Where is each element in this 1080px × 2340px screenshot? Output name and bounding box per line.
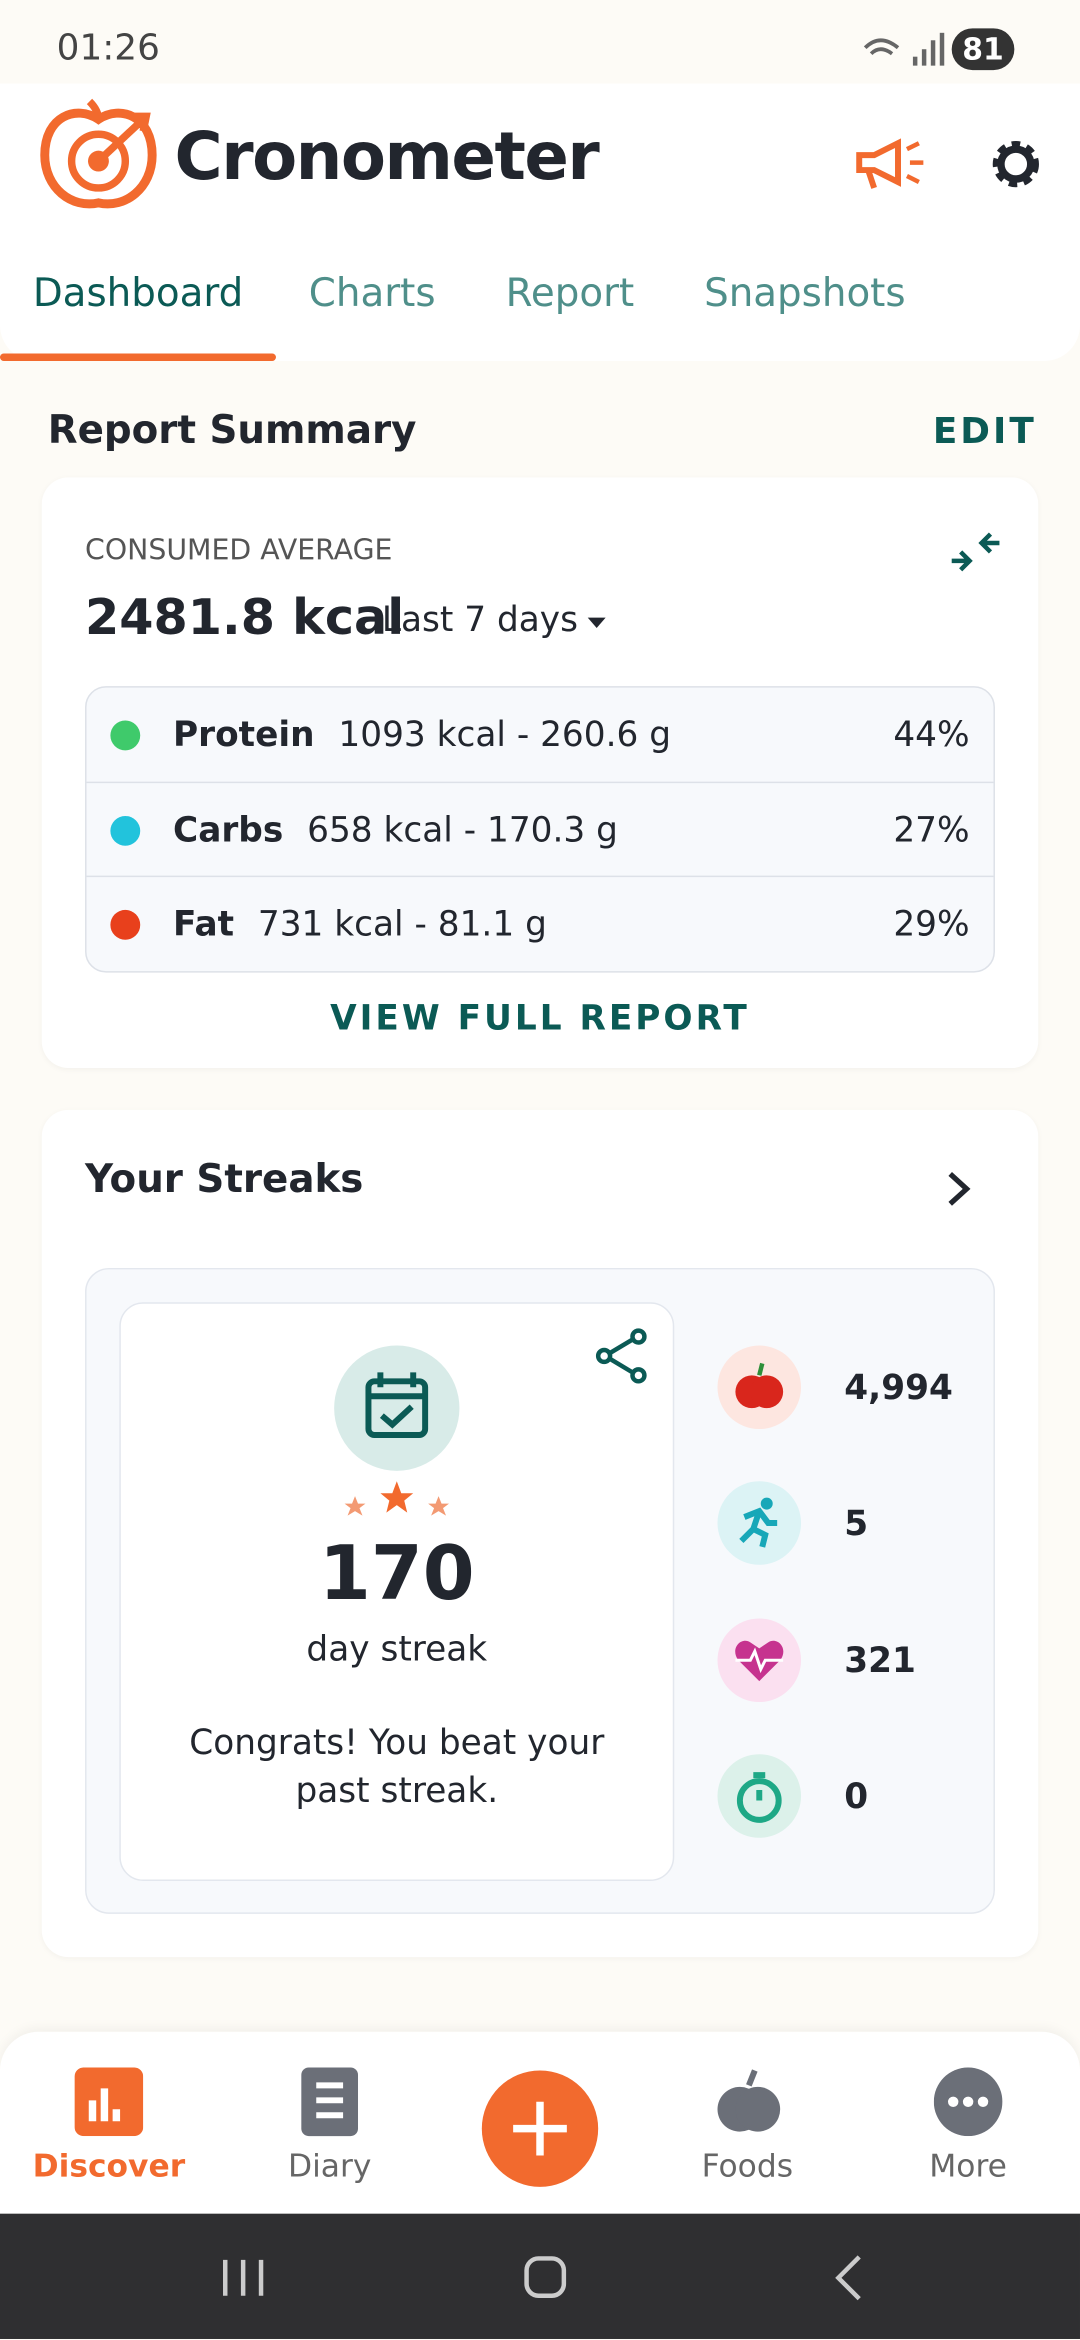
edit-button[interactable]: EDIT (932, 410, 1037, 452)
period-selector[interactable]: Last 7 days (381, 601, 578, 640)
streak-stat: 4,994 (844, 1369, 953, 1409)
app-name: Cronometer (174, 119, 600, 196)
macro-name: Protein (173, 715, 315, 755)
tab[interactable]: Charts (308, 271, 436, 317)
macro-row: Protein 1093 kcal - 260.6 g 44% (87, 688, 994, 782)
biometric-streak-icon (717, 1618, 802, 1703)
nav-label[interactable]: More (929, 2148, 1007, 2184)
status-time: 01:26 (56, 26, 160, 69)
macro-percent: 29% (893, 904, 970, 944)
foods-icon[interactable] (716, 2065, 782, 2140)
tab[interactable]: Dashboard (32, 271, 244, 317)
streak-message: Congrats! You beat your past streak. (189, 1724, 605, 1811)
view-report-link[interactable]: VIEW FULL REPORT (330, 999, 750, 1039)
macro-row: Fat 731 kcal - 81.1 g 29% (86, 875, 994, 971)
dropdown-arrow (587, 617, 606, 629)
consumed-total: 2481.8 kcal (85, 587, 405, 646)
macro-detail: 658 kcal - 170.3 g (307, 810, 618, 850)
macro-detail: 731 kcal - 81.1 g (257, 904, 547, 944)
carbs-dot (110, 815, 141, 846)
diary-icon[interactable] (298, 2065, 361, 2140)
streak-stat: 5 (844, 1505, 869, 1544)
food-streak-icon (717, 1345, 802, 1430)
header (0, 83, 1080, 361)
streak-count: 170 (318, 1530, 475, 1618)
streak-badge (334, 1345, 460, 1516)
streak-unit: day streak (306, 1630, 488, 1670)
nav-label[interactable]: Diary (287, 2148, 372, 2184)
system-nav-buttons[interactable] (0, 2214, 1080, 2339)
tab-indicator (0, 353, 276, 361)
collapse-icon[interactable] (949, 531, 1003, 573)
system-nav (0, 2213, 1080, 2339)
section-title: Report Summary (47, 408, 417, 454)
section-title: Your Streaks (85, 1157, 364, 1203)
fat-dot (110, 909, 141, 940)
add-button[interactable] (480, 2069, 599, 2188)
protein-dot (110, 719, 141, 750)
macro-detail: 1093 kcal - 260.6 g (338, 715, 672, 755)
streak-stat: 321 (844, 1642, 916, 1682)
nav-label[interactable]: Foods (701, 2148, 794, 2184)
more-icon[interactable] (933, 2067, 1003, 2137)
status-icons (863, 32, 945, 66)
streak-stat: 0 (844, 1778, 869, 1817)
share-icon[interactable] (594, 1328, 651, 1385)
macro-table: Protein 1093 kcal - 260.6 g 44% Carbs 658 k… (85, 686, 995, 973)
macro-percent: 44% (893, 715, 970, 755)
announcements-icon[interactable] (853, 137, 928, 194)
battery: 81 (951, 28, 1015, 71)
discover-icon[interactable] (74, 2067, 144, 2137)
exercise-streak-icon (717, 1481, 802, 1565)
macro-percent: 27% (893, 810, 970, 850)
logo (40, 98, 157, 209)
tab[interactable]: Snapshots (704, 271, 906, 317)
fasting-streak-icon (717, 1754, 802, 1838)
consumed-label: CONSUMED AVERAGE (85, 534, 393, 567)
macro-name: Fat (173, 904, 235, 944)
tab[interactable]: Report (505, 271, 635, 317)
macro-name: Carbs (173, 810, 284, 850)
settings-icon[interactable] (989, 137, 1043, 191)
macro-row: Carbs 658 kcal - 170.3 g 27% (86, 781, 994, 877)
nav-label[interactable]: Discover (32, 2148, 186, 2184)
chevron-right[interactable] (943, 1169, 976, 1208)
